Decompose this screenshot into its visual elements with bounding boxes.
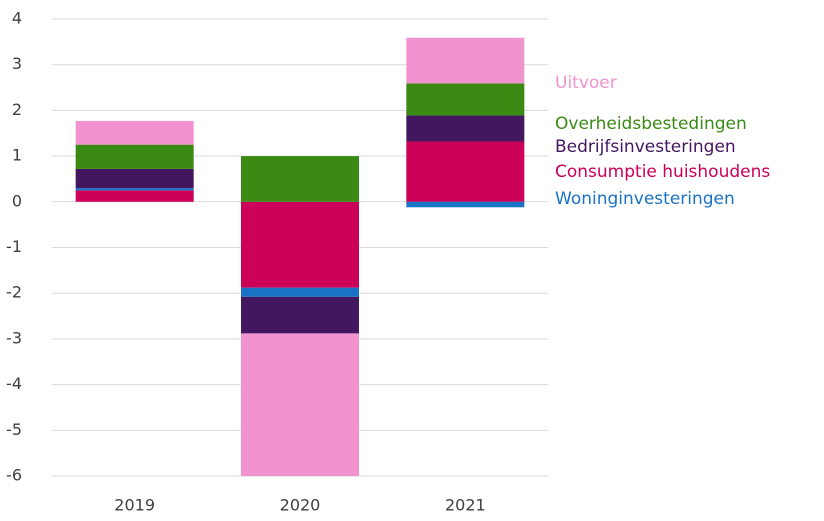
y-tick-label: 3 (12, 54, 22, 73)
bar-segment (241, 201, 359, 288)
legend-label: Uitvoer (555, 73, 617, 93)
bar-segment (75, 190, 194, 202)
legend-label: Consumptie huishoudens (555, 162, 770, 182)
bar-segment (406, 141, 525, 202)
bar-segment (75, 144, 194, 169)
legend-label: Bedrijfsinvesteringen (555, 137, 736, 157)
y-tick-label: -2 (6, 283, 22, 302)
y-tick-label: 0 (12, 191, 22, 210)
bar-segment (75, 188, 194, 191)
x-tick-label: 2019 (114, 496, 155, 515)
bar-segment (75, 120, 194, 145)
bar-segment (406, 83, 525, 116)
y-tick-label: 1 (12, 146, 22, 165)
y-tick-label: 2 (12, 100, 22, 119)
legend-label: Overheidsbestedingen (555, 114, 747, 134)
bar-segment (241, 296, 359, 334)
bar-segment (406, 201, 525, 208)
bar-segment (406, 37, 525, 84)
y-tick-label: 4 (12, 9, 22, 28)
legend-label: Woninginvesteringen (555, 189, 735, 209)
y-tick-label: -3 (6, 328, 22, 347)
bar-segment (406, 115, 525, 142)
x-tick-label: 2021 (445, 496, 486, 515)
y-tick-label: -6 (6, 466, 22, 485)
bar-segment (75, 168, 194, 189)
y-tick-label: -5 (6, 420, 22, 439)
x-tick-label: 2020 (280, 496, 321, 515)
bar-segment (241, 287, 359, 297)
y-tick-label: -1 (6, 237, 22, 256)
bar-segment (241, 333, 359, 476)
y-tick-label: -4 (6, 374, 22, 393)
bar-segment (241, 156, 359, 202)
